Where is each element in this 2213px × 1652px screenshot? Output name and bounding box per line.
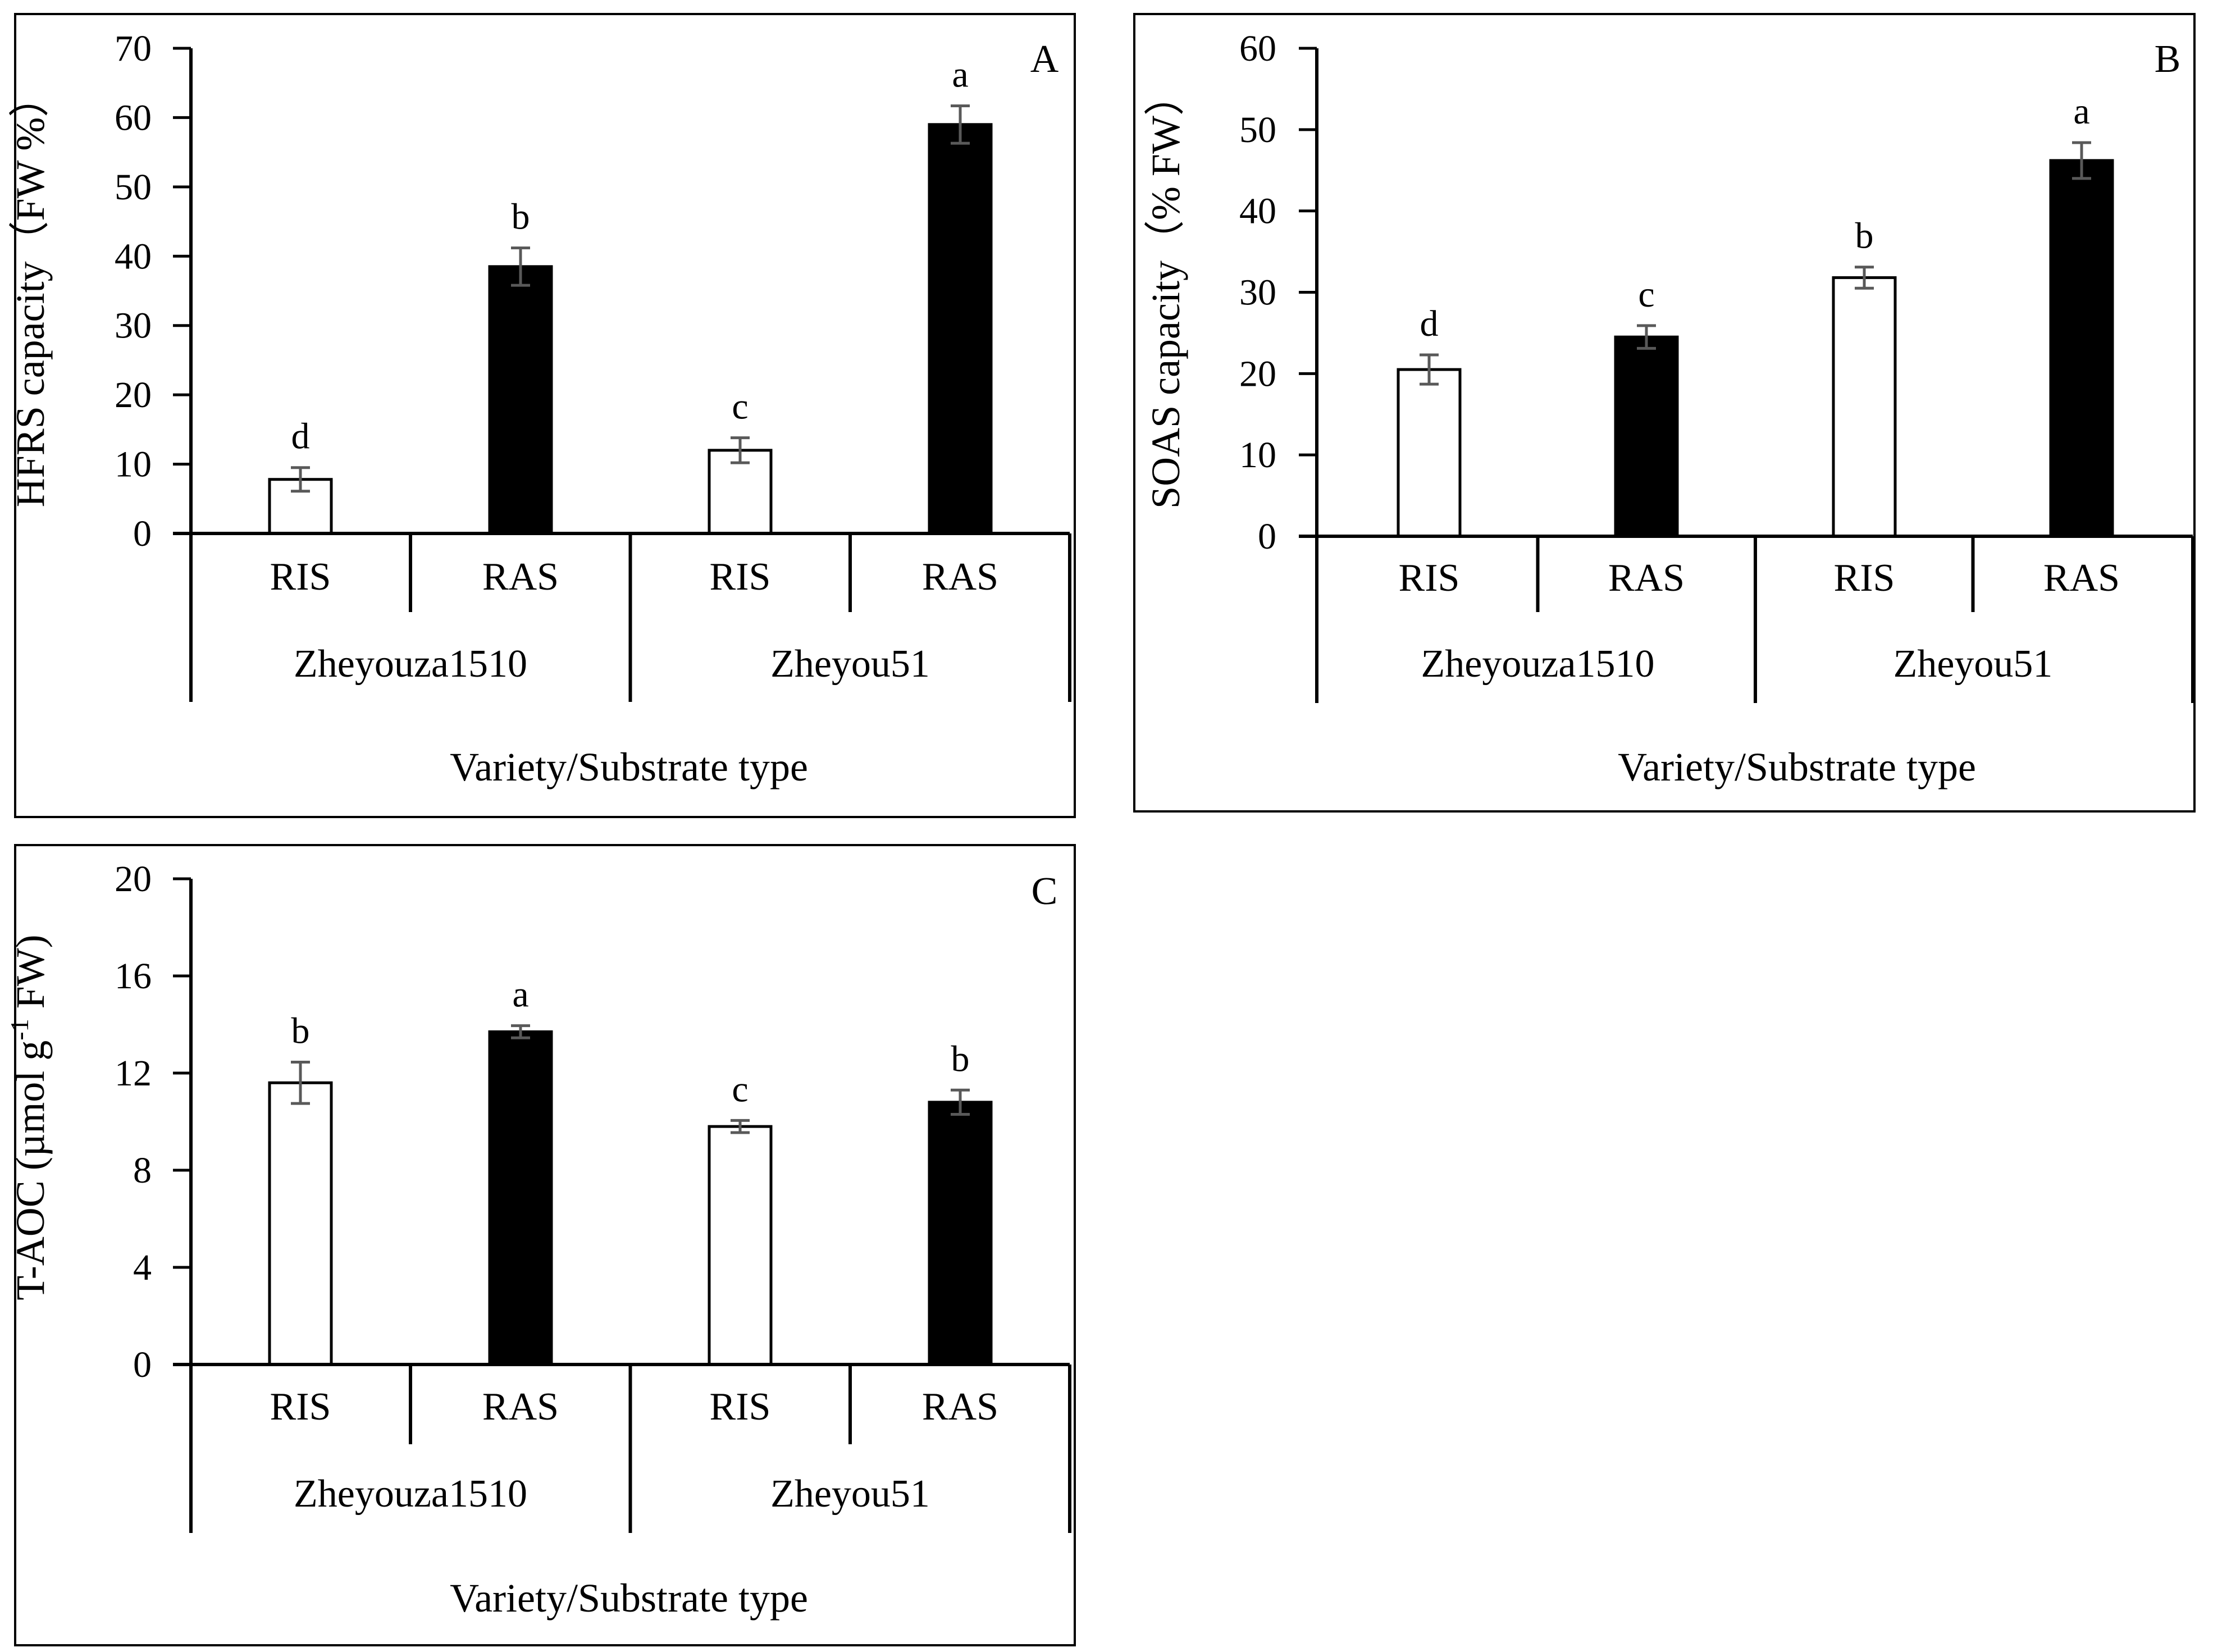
- error-bar: [951, 104, 970, 145]
- significance-letter: b: [951, 1038, 970, 1079]
- x-group-label: Zheyouza1510: [294, 1472, 527, 1516]
- error-bar: [731, 436, 750, 464]
- y-tick-label: 20: [115, 859, 152, 900]
- x-axis-title: Variety/Substrate type: [450, 745, 808, 790]
- y-axis-title: HFRS capacity（FW %）: [8, 77, 53, 508]
- x-group-label: Zheyouza1510: [1421, 642, 1655, 686]
- bar-ras-4: [928, 123, 993, 535]
- significance-letter: d: [291, 416, 310, 457]
- panel-frame: [14, 13, 1076, 818]
- bar-ras-4: [928, 1101, 993, 1366]
- x-category-label: RAS: [922, 555, 998, 599]
- y-tick-label: 30: [1239, 272, 1276, 313]
- panel-b: 0 10 20 30 40 50 60 d c b a RIS RAS RIS RAS Zheyouza151…: [1133, 13, 2196, 813]
- x-category-label: RIS: [710, 1385, 771, 1429]
- significance-letter: c: [732, 1069, 748, 1110]
- significance-letter: a: [512, 974, 528, 1015]
- x-group-label: Zheyou51: [1893, 642, 2053, 686]
- x-category-label: RAS: [922, 1385, 998, 1429]
- x-category-label: RIS: [1834, 556, 1895, 600]
- y-tick-label: 0: [133, 513, 152, 554]
- y-tick-label: 12: [115, 1053, 152, 1094]
- error-bar: [511, 246, 530, 287]
- x-group-label: Zheyou51: [770, 1472, 930, 1516]
- y-tick-label: 10: [1239, 435, 1276, 476]
- bar-ras-2: [1614, 335, 1679, 538]
- panel-letter: C: [1032, 870, 1058, 913]
- significance-letter: b: [1855, 216, 1874, 257]
- y-tick-label: 50: [1239, 109, 1276, 150]
- significance-letter: c: [732, 386, 748, 427]
- panel-letter: A: [1030, 38, 1059, 81]
- significance-letter: b: [512, 196, 530, 237]
- error-bar: [291, 1061, 310, 1105]
- y-axis-title-superscript: -1: [5, 1019, 34, 1040]
- y-tick-label: 30: [115, 305, 152, 346]
- error-bar: [1855, 266, 1874, 290]
- error-bar: [731, 1119, 750, 1134]
- significance-letter: b: [291, 1011, 310, 1052]
- y-axis-title-part: T-AOC (µmol g: [8, 1041, 53, 1300]
- significance-letter: a: [2073, 91, 2089, 132]
- panel-frame: [14, 844, 1076, 1646]
- x-category-label: RIS: [710, 555, 771, 599]
- error-bar: [1637, 324, 1656, 350]
- y-tick-label: 40: [1239, 191, 1276, 232]
- y-tick-label: 16: [115, 956, 152, 997]
- x-category-label: RIS: [270, 555, 331, 599]
- bar-ris-3: [708, 1125, 773, 1366]
- y-axis-title: T-AOC (µmol g-1 FW): [5, 934, 53, 1300]
- y-tick-label: 20: [115, 375, 152, 416]
- x-group-label: Zheyou51: [770, 642, 930, 686]
- y-tick-label: 70: [115, 28, 152, 69]
- error-bar: [511, 1024, 530, 1039]
- panel-frame: [1133, 13, 2196, 813]
- panel-letter: B: [2155, 38, 2181, 81]
- error-bar: [291, 466, 310, 493]
- bar-ris-3: [1832, 276, 1897, 538]
- significance-letter: d: [1420, 303, 1439, 344]
- y-tick-label: 50: [115, 167, 152, 208]
- y-tick-label: 60: [1239, 28, 1276, 69]
- y-tick-label: 60: [115, 97, 152, 138]
- y-tick-label: 0: [1258, 516, 1276, 557]
- x-category-label: RAS: [482, 1385, 559, 1429]
- x-category-label: RIS: [270, 1385, 331, 1429]
- bar-ris-1: [1397, 368, 1462, 538]
- y-axis-title-part: FW): [8, 934, 53, 1019]
- x-category-label: RAS: [482, 555, 559, 599]
- error-bar: [2072, 141, 2091, 180]
- y-tick-label: 10: [115, 444, 152, 485]
- y-tick-label: 4: [133, 1247, 152, 1288]
- bar-ras-4: [2049, 159, 2114, 538]
- x-category-label: RAS: [2043, 556, 2120, 600]
- x-axis-title: Variety/Substrate type: [1618, 745, 1976, 790]
- x-category-label: RIS: [1399, 556, 1460, 600]
- y-tick-label: 40: [115, 236, 152, 277]
- bar-ras-2: [488, 265, 553, 535]
- panel-a: 0 10 20 30 40 50 60 70 d b c a RIS RAS RIS RAS Zheyouza1…: [8, 13, 1076, 818]
- bar-ris-1: [268, 1081, 333, 1366]
- y-tick-label: 0: [133, 1344, 152, 1385]
- error-bar: [951, 1088, 970, 1116]
- significance-letter: c: [1638, 274, 1654, 315]
- bar-ras-2: [488, 1030, 553, 1366]
- significance-letter: a: [952, 54, 968, 95]
- y-axis-title: SOAS capacity（% FW）: [1143, 75, 1188, 509]
- panel-c: 0 4 8 12 16 20 b a c b RIS RAS RIS RAS Zheyouza1510 Zhe…: [5, 844, 1076, 1646]
- y-tick-label: 20: [1239, 353, 1276, 394]
- x-category-label: RAS: [1608, 556, 1685, 600]
- error-bar: [1420, 353, 1439, 386]
- x-group-label: Zheyouza1510: [294, 642, 527, 686]
- y-tick-label: 8: [133, 1150, 152, 1191]
- x-axis-title: Variety/Substrate type: [450, 1576, 808, 1621]
